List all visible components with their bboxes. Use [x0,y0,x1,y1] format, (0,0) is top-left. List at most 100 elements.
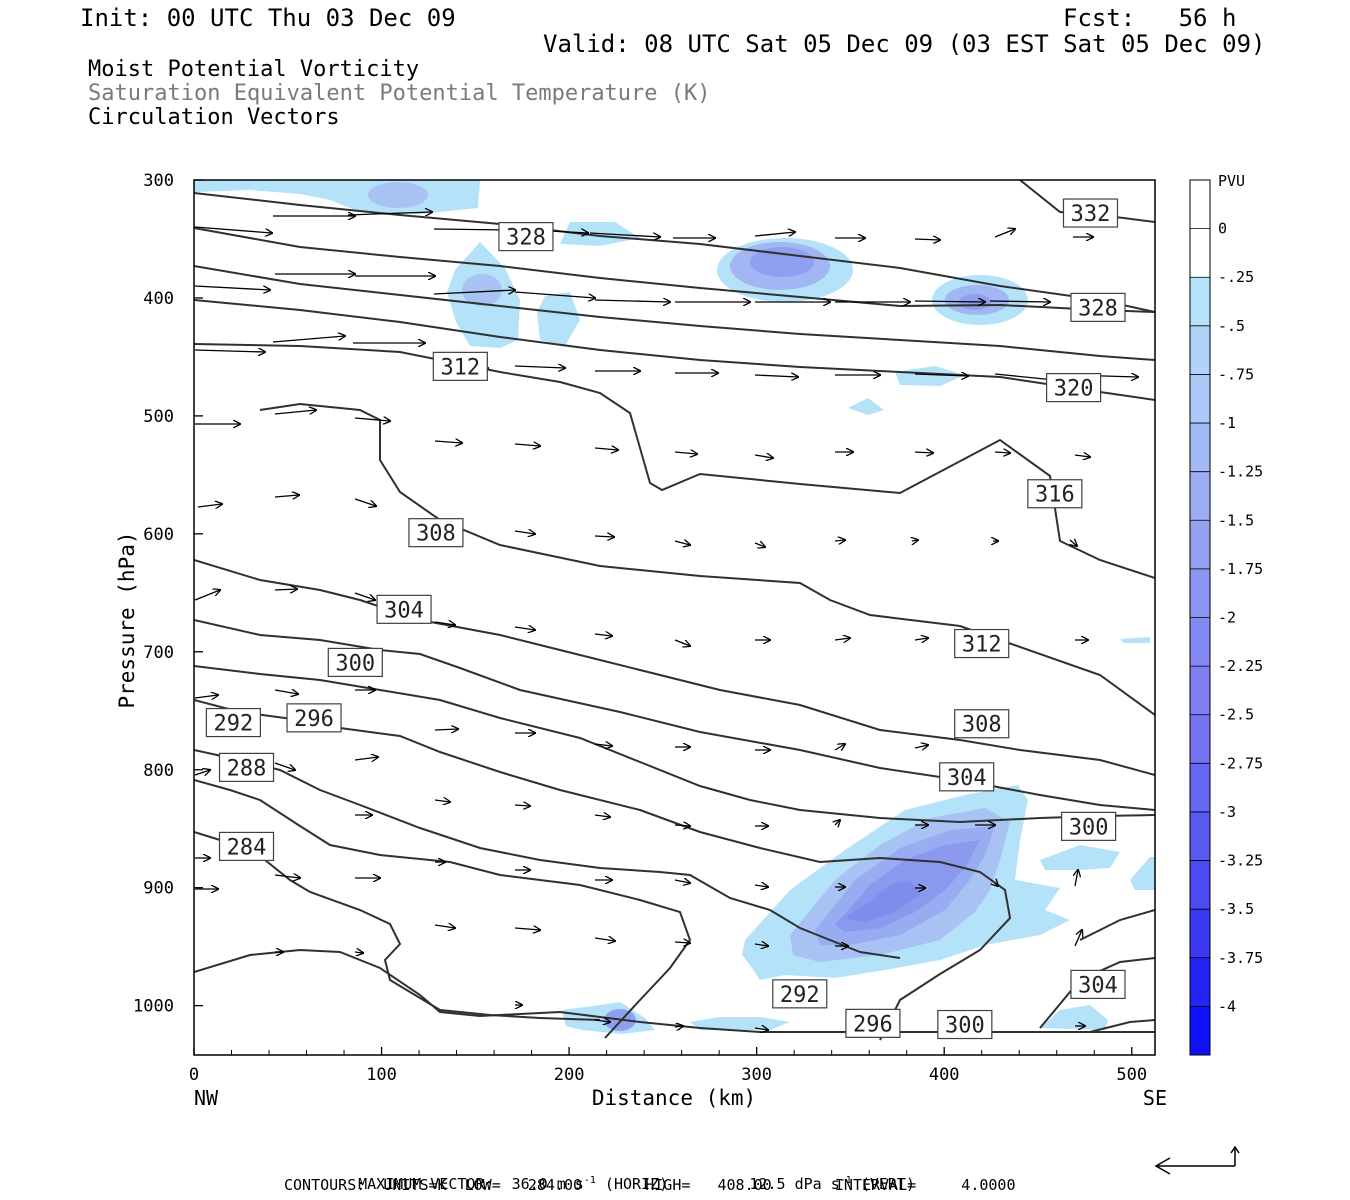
contour-label: 296 [845,1008,901,1038]
theta-es-contours [194,180,1155,1041]
title-circulation: Circulation Vectors [88,105,340,130]
title-theta-es: Saturation Equivalent Potential Temperat… [88,81,711,106]
contour-label-text: 304 [384,598,424,623]
x-tick-label: 400 [929,1065,960,1085]
colorbar-tick-label: -3.25 [1218,852,1263,870]
contour-label-text: 300 [1069,815,1109,840]
contour-label: 312 [954,628,1010,659]
colorbar-swatch [1190,277,1210,326]
colorbar-tick-label: -2 [1218,609,1236,627]
x-end-label-nw: NW [194,1086,219,1110]
x-tick-label: 100 [366,1065,397,1085]
title-mpv: Moist Potential Vorticity [88,57,420,82]
contour-label: 304 [376,594,432,624]
contour-label: 296 [286,703,342,733]
contour-label-text: 304 [947,766,987,791]
contour-labels: 332 328 328 320 316 312 312 308 308 304 304 304 300 3… [205,198,1126,1040]
contour-label: 300 [327,647,383,678]
colorbar-swatch [1190,568,1210,618]
contour-label-text: 312 [440,355,480,380]
colorbar-swatch [1190,666,1210,715]
colorbar-unit: PVU [1218,172,1245,190]
contour-label-text: 312 [962,633,1002,658]
colorbar-tick-label: -4 [1218,997,1236,1015]
colorbar-tick-label: -3.5 [1218,900,1254,918]
y-tick-label: 800 [143,761,174,781]
colorbar-swatch [1190,325,1210,375]
max-vector-vert-value: 12.5 dPa s [749,1175,840,1193]
colorbar-swatch [1190,714,1210,764]
plot-frame [193,179,1156,1056]
colorbar-tick-label: -.25 [1218,268,1254,286]
x-tick-label: 500 [1116,1065,1147,1085]
y-tick-label: 900 [143,879,174,899]
contour-label-text: 328 [506,226,546,251]
contour-label-text: 292 [780,983,820,1008]
colorbar-tick-label: -3.75 [1218,949,1263,967]
y-tick-label: 300 [143,171,174,191]
forecast-hour: Fcst: 56 h [1063,4,1237,32]
contour-label: 316 [1027,479,1083,509]
contour-label-text: 332 [1071,202,1111,227]
contour-label: 300 [1061,811,1117,841]
y-tick-label: 600 [143,525,174,545]
contour-label: 312 [432,351,488,381]
x-tick-label: 200 [554,1065,585,1085]
contour-label-text: 308 [962,713,1002,738]
colorbar-tick-label: -3 [1218,803,1236,821]
y-tick-label: 700 [143,643,174,663]
max-vector-vert-label: (VERT) [860,1175,915,1193]
colorbar-swatch [1190,180,1210,229]
contour-label: 308 [954,709,1010,739]
colorbar-swatch [1190,909,1210,958]
contour-label: 320 [1046,372,1102,403]
y-tick-label: 500 [143,407,174,427]
colorbar-tick-label: -.75 [1218,365,1254,383]
contour-label: 300 [937,1009,993,1040]
y-tick-label: 1000 [133,997,174,1017]
contour-label-text: 300 [945,1014,985,1039]
max-vector-horiz-value: MAXIMUM VECTOR: 36.0 m s [358,1175,584,1193]
contour-label-text: 328 [1078,296,1118,321]
colorbar-tick-label: -2.5 [1218,706,1254,724]
contour-label-text: 316 [1035,483,1075,508]
colorbar-swatch [1190,374,1210,424]
contour-label-text: 288 [227,756,267,781]
x-tick-label: 0 [189,1065,199,1085]
colorbar-tick-label: -1.5 [1218,511,1254,529]
pv-colorbar: PVU 0 -.25 -.5 -.75 -1 -1.25 -1.5 -1.75 -2 -2.25 -2… [1189,172,1263,1056]
axes: 0 100 200 300 400 500 300 400 500 600 700 800 900 100… [133,171,1147,1085]
contour-label-text: 300 [335,651,375,676]
x-tick-label: 300 [741,1065,772,1085]
colorbar-swatch [1190,763,1210,812]
colorbar-tick-label: -2.25 [1218,657,1263,675]
contour-label: 292 [772,979,828,1009]
valid-time: Valid: 08 UTC Sat 05 Dec 09 (03 EST Sat … [543,30,1266,58]
contour-label-text: 296 [853,1012,893,1037]
contour-label-text: 308 [416,522,456,547]
contour-label: 328 [498,222,554,252]
contour-label-text: 284 [227,835,267,860]
colorbar-tick-label: -1.75 [1218,560,1263,578]
colorbar-swatch [1190,957,1210,1007]
contour-label: 304 [939,762,995,792]
colorbar-swatch [1190,471,1210,521]
contour-label: 292 [205,707,261,738]
y-axis-title: Pressure (hPa) [115,531,139,708]
contour-label-text: 304 [1078,973,1118,998]
contour-label-text: 320 [1054,377,1094,402]
colorbar-tick-label: 0 [1218,220,1227,238]
contour-label-text: 296 [294,707,334,732]
colorbar-swatch [1190,1006,1210,1055]
max-vector-line: MAXIMUM VECTOR: 36.0 m s-1 (HORIZ) 12.5 … [358,1175,915,1193]
pv-shading [194,180,1155,1034]
colorbar-swatch [1190,811,1210,861]
colorbar-tick-label: -1.25 [1218,463,1263,481]
contour-label: 284 [218,831,275,862]
contour-label: 328 [1070,292,1126,322]
colorbar-swatch [1190,617,1210,667]
contour-label: 308 [408,518,464,548]
colorbar-swatch [1190,228,1210,278]
x-axis-title: Distance (km) [592,1086,756,1110]
